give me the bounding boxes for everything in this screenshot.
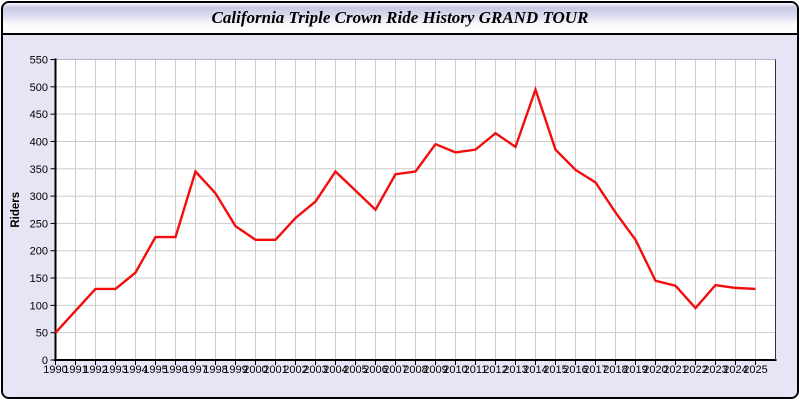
chart-title: California Triple Crown Ride History GRA… [211,8,589,27]
title-bar: California Triple Crown Ride History GRA… [3,3,797,35]
chart-panel [3,35,797,397]
